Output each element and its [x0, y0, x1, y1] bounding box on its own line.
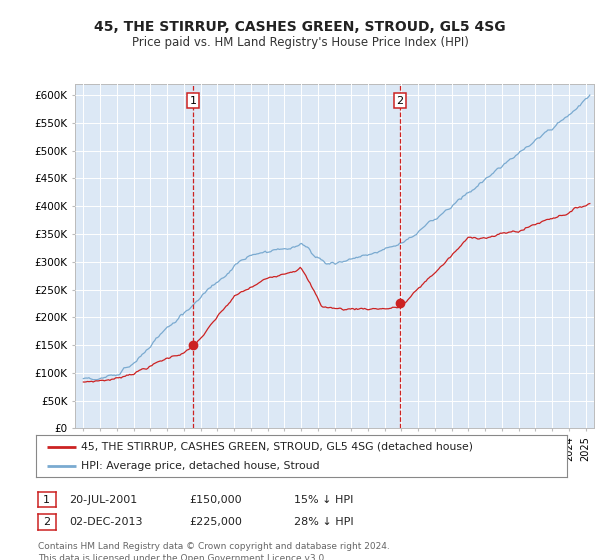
Text: Price paid vs. HM Land Registry's House Price Index (HPI): Price paid vs. HM Land Registry's House …	[131, 36, 469, 49]
Text: 1: 1	[190, 96, 197, 106]
Text: £225,000: £225,000	[189, 517, 242, 527]
Text: 45, THE STIRRUP, CASHES GREEN, STROUD, GL5 4SG (detached house): 45, THE STIRRUP, CASHES GREEN, STROUD, G…	[81, 442, 473, 452]
Text: 02-DEC-2013: 02-DEC-2013	[69, 517, 143, 527]
Text: 45, THE STIRRUP, CASHES GREEN, STROUD, GL5 4SG: 45, THE STIRRUP, CASHES GREEN, STROUD, G…	[94, 20, 506, 34]
Text: 1: 1	[43, 494, 50, 505]
Text: 2: 2	[397, 96, 404, 106]
Text: 15% ↓ HPI: 15% ↓ HPI	[294, 494, 353, 505]
Text: 28% ↓ HPI: 28% ↓ HPI	[294, 517, 353, 527]
Text: HPI: Average price, detached house, Stroud: HPI: Average price, detached house, Stro…	[81, 461, 320, 471]
Text: 2: 2	[43, 517, 50, 527]
Text: Contains HM Land Registry data © Crown copyright and database right 2024.
This d: Contains HM Land Registry data © Crown c…	[38, 542, 389, 560]
Text: 20-JUL-2001: 20-JUL-2001	[69, 494, 137, 505]
Text: £150,000: £150,000	[189, 494, 242, 505]
